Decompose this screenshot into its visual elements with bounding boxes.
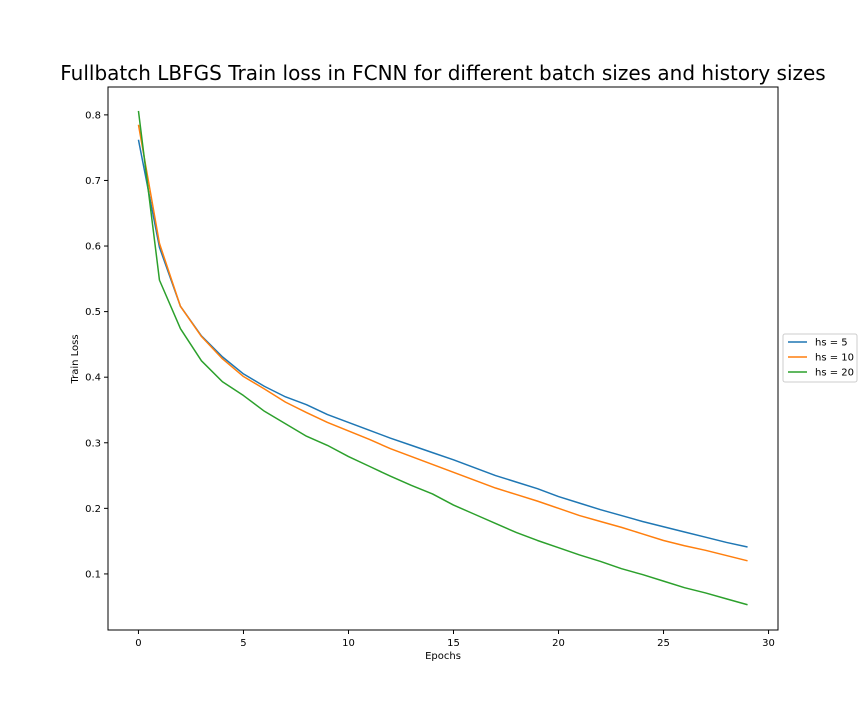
- y-tick-label: 0.4: [85, 373, 101, 384]
- legend-box: [782, 333, 858, 383]
- y-tick-label: 0.6: [85, 242, 101, 253]
- x-axis: 0 5 10 15 20 25 30: [135, 630, 775, 649]
- y-tick-label: 0.3: [85, 438, 101, 449]
- x-tick-label: 10: [342, 638, 355, 649]
- y-axis-label: Train Loss: [70, 334, 81, 384]
- series-line-2: [137, 124, 748, 562]
- legend-label-2: hs = 10: [815, 353, 854, 364]
- x-axis-label: Epochs: [425, 651, 461, 662]
- x-tick-label: 25: [657, 638, 670, 649]
- legend: hs = 5 hs = 10 hs = 20: [782, 333, 858, 383]
- y-tick-label: 0.7: [85, 176, 101, 187]
- x-tick-label: 0: [135, 638, 141, 649]
- x-tick-label: 20: [552, 638, 565, 649]
- y-tick-label: 0.8: [85, 110, 101, 121]
- y-tick-label: 0.2: [85, 504, 101, 515]
- plot-area: [137, 110, 748, 606]
- legend-label-3: hs = 20: [815, 368, 854, 379]
- y-tick-label: 0.5: [85, 307, 101, 318]
- y-tick-label: 0.1: [85, 569, 101, 580]
- legend-label-1: hs = 5: [815, 338, 848, 349]
- x-tick-label: 30: [762, 638, 775, 649]
- x-tick-label: 5: [240, 638, 246, 649]
- chart-title: Fullbatch LBFGS Train loss in FCNN for d…: [60, 61, 825, 85]
- y-axis: 0.1 0.2 0.3 0.4 0.5 0.6 0.7 0.8: [85, 110, 108, 580]
- series-line-1: [137, 139, 748, 548]
- plot-frame: [107, 86, 779, 631]
- x-tick-label: 15: [447, 638, 460, 649]
- series-line-3: [137, 110, 748, 606]
